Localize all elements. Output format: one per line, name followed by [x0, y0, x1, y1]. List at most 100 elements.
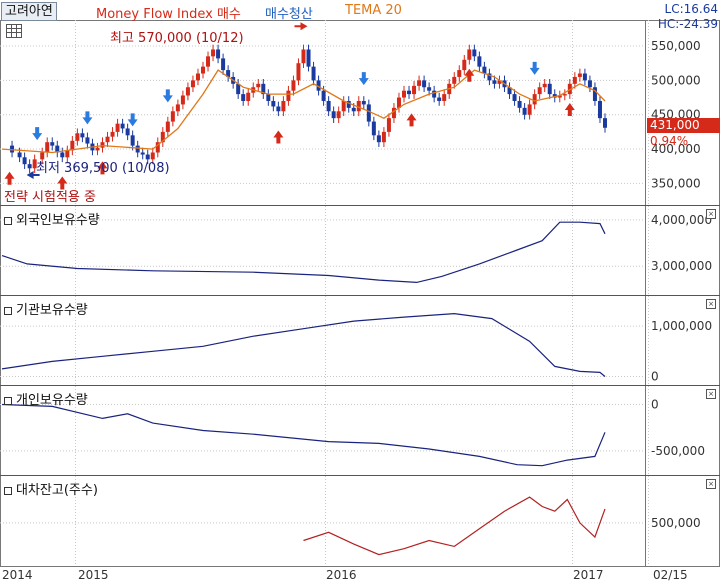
candle-body [10, 145, 15, 153]
candle-body [40, 152, 45, 160]
panel-title-loan: 대차잔고(주수) [4, 479, 98, 498]
candle-body [195, 73, 200, 81]
candle-body [396, 97, 401, 108]
candle-body [32, 159, 37, 169]
sell-signal-arrow [32, 127, 43, 141]
candle-body [371, 121, 376, 136]
candle-body [432, 90, 437, 98]
buy-signal-arrow [406, 113, 417, 127]
strategy-annotation: 전략 시험적용 중 [4, 190, 96, 205]
panel-title-individual: 개인보유수량 [4, 389, 88, 408]
y-tick-label: 350,000 [651, 176, 701, 190]
x-label-2016: 2016 [326, 568, 357, 582]
candle-body [45, 142, 50, 153]
x-label-2017: 2017 [573, 568, 604, 582]
candle-body [80, 133, 85, 138]
panel-close-icon[interactable]: × [706, 389, 716, 399]
candle-body [587, 80, 592, 88]
candle-body [160, 131, 165, 143]
candle-body [281, 100, 286, 112]
candle-body [150, 152, 155, 160]
sell-signal-arrow [127, 113, 138, 127]
candle-body [211, 49, 216, 57]
candle-body [296, 63, 301, 81]
candle-body [175, 104, 180, 112]
candle-body [125, 128, 130, 136]
candle-body [603, 118, 607, 128]
candle-body [417, 80, 422, 86]
tema-line [1, 69, 606, 154]
candle-body [452, 76, 457, 84]
candle-body [522, 107, 527, 115]
candle-body [105, 136, 110, 143]
candle-body [216, 49, 221, 59]
y-tick-label: 400,000 [651, 142, 701, 156]
candle-body [346, 100, 351, 108]
candle-body [271, 100, 276, 107]
candle-body [60, 152, 65, 158]
candle-body [472, 49, 477, 57]
stock-name-button[interactable]: 고려아연 [1, 2, 57, 21]
candle-body [507, 87, 512, 95]
legend-mfi-buy: Money Flow Index 매수 [96, 7, 241, 22]
candle-body [140, 152, 145, 155]
y-tick-label: 500,000 [651, 516, 701, 530]
candle-body [170, 111, 175, 122]
candle-body [95, 147, 100, 151]
buy-signal-arrow [4, 171, 15, 185]
candle-body [427, 87, 432, 91]
high-annotation: 최고 570,000 (10/12) [110, 31, 244, 46]
sell-signal-arrow [529, 61, 540, 75]
candle-body [201, 66, 205, 74]
candle-body [527, 104, 532, 115]
candle-body [356, 100, 361, 112]
candle-body [477, 56, 482, 67]
candle-body [326, 100, 331, 112]
candle-body [512, 94, 517, 101]
candle-body [165, 121, 170, 132]
candle-body [412, 85, 417, 95]
candle-body [306, 49, 311, 67]
high-marker-arrow [294, 22, 308, 31]
low-annotation: 최저 369,500 (10/08) [36, 161, 170, 176]
candle-body [562, 94, 567, 96]
candle-body [381, 131, 386, 143]
y-tick-label: -500,000 [651, 444, 705, 458]
candle-body [557, 95, 562, 98]
y-tick-label: 0 [651, 398, 659, 412]
candle-body [492, 80, 497, 84]
y-tick-label: 1,000,000 [651, 319, 712, 333]
buy-signal-arrow [564, 103, 575, 117]
table-icon[interactable] [6, 24, 22, 38]
candle-body [407, 90, 412, 95]
y-tick-label: 0 [651, 369, 659, 383]
panel-close-icon[interactable]: × [706, 299, 716, 309]
candle-body [376, 135, 381, 143]
candle-body [185, 87, 190, 96]
candle-body [497, 80, 502, 84]
candle-body [100, 142, 105, 148]
buy-signal-arrow [464, 68, 475, 82]
buy-signal-arrow [97, 161, 108, 175]
candle-body [256, 83, 261, 88]
panel-close-icon[interactable]: × [706, 209, 716, 219]
candle-body [437, 97, 442, 101]
candle-body [391, 107, 396, 119]
panel-title-foreign: 외국인보유수량 [4, 209, 100, 228]
legend-sell-exit: 매수청산 [265, 7, 313, 22]
price-change-percent: 0.94% [650, 134, 689, 148]
candle-body [532, 94, 537, 105]
candle-body [316, 80, 321, 91]
panel-close-icon[interactable]: × [706, 479, 716, 489]
candle-body [286, 90, 291, 101]
candle-body [386, 118, 391, 132]
candle-body [361, 100, 366, 105]
candle-body [135, 145, 140, 153]
buy-signal-arrow [273, 130, 284, 144]
candle-body [422, 80, 427, 88]
candle-body [236, 83, 241, 95]
candle-body [462, 59, 467, 71]
y-tick-label: 500,000 [651, 73, 701, 87]
